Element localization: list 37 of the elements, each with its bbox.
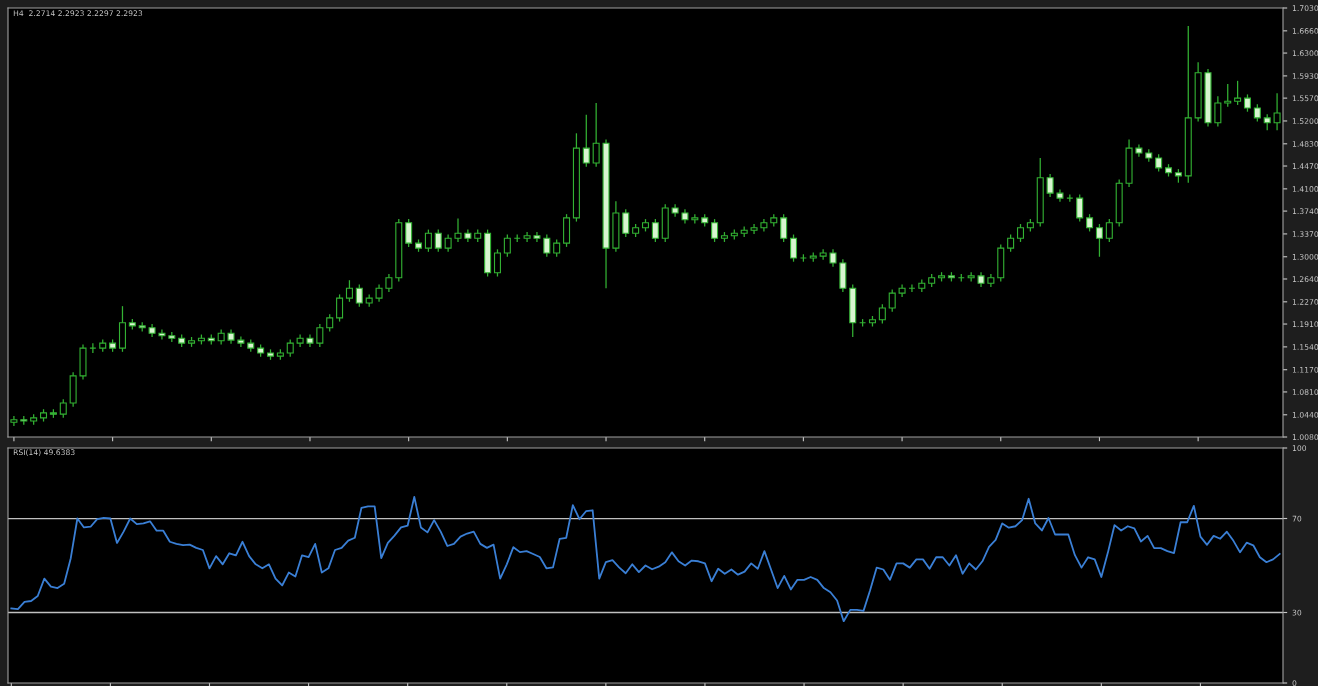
- candlestick: [345, 279, 353, 303]
- candlestick: [592, 102, 600, 168]
- candlestick: [711, 218, 719, 243]
- candlestick: [888, 288, 896, 313]
- candlestick: [543, 233, 551, 258]
- candlestick: [405, 218, 413, 248]
- candlestick: [1234, 80, 1242, 106]
- candlestick: [1214, 95, 1222, 128]
- candlestick: [1105, 218, 1113, 243]
- candlestick: [89, 342, 97, 354]
- candlestick: [59, 398, 67, 419]
- candlestick: [1224, 83, 1232, 108]
- candlestick: [819, 248, 827, 261]
- candlestick: [790, 233, 798, 263]
- candlestick: [503, 233, 511, 258]
- candlestick: [533, 231, 541, 243]
- candlestick: [750, 223, 758, 235]
- candlestick: [316, 323, 324, 348]
- candlestick: [237, 335, 245, 348]
- candlestick: [523, 231, 531, 243]
- candlestick: [582, 114, 590, 168]
- candlestick: [1056, 188, 1064, 203]
- candlestick: [1076, 193, 1084, 223]
- candlestick: [336, 293, 344, 323]
- candlestick: [622, 208, 630, 238]
- candlestick: [158, 328, 166, 341]
- candlestick: [1046, 173, 1054, 198]
- candlestick: [355, 283, 363, 308]
- candlestick: [878, 303, 886, 325]
- candlestick: [434, 228, 442, 253]
- candlestick: [424, 228, 432, 253]
- candlestick: [454, 217, 462, 243]
- candlestick: [651, 218, 659, 243]
- candlestick: [780, 213, 788, 243]
- line-series: [10, 495, 1281, 623]
- candlestick: [493, 248, 501, 278]
- candlestick: [1095, 223, 1103, 258]
